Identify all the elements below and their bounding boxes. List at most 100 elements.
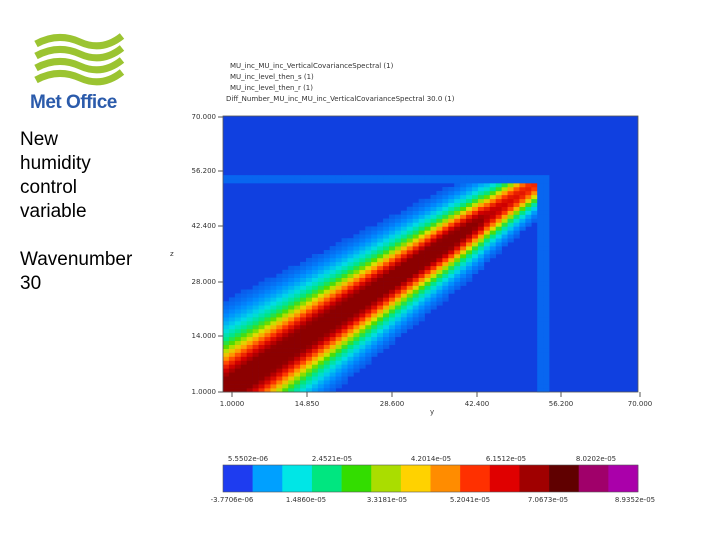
heatmap-cell xyxy=(329,348,336,353)
side-line: New xyxy=(20,129,59,150)
heatmap-cell xyxy=(288,336,295,342)
heatmap-cell xyxy=(448,194,455,200)
heatmap-cell xyxy=(543,246,550,251)
x-tick-label: 1.0000 xyxy=(220,400,245,408)
heatmap-cell xyxy=(436,194,443,200)
heatmap-cell xyxy=(341,376,348,381)
heatmap-cell xyxy=(282,380,289,385)
heatmap-cell xyxy=(300,273,307,278)
heatmap-cell xyxy=(258,348,265,353)
heatmap-cell xyxy=(394,238,402,243)
heatmap-cell xyxy=(270,364,277,369)
heatmap-cell xyxy=(483,214,491,219)
heatmap-cell xyxy=(537,281,544,286)
heatmap-cell xyxy=(543,317,550,322)
heatmap-cell xyxy=(306,289,313,294)
heatmap-cell xyxy=(418,202,425,207)
heatmap-cell xyxy=(377,265,384,271)
heatmap-cell xyxy=(406,281,414,286)
heatmap-cell xyxy=(353,246,360,251)
heatmap-cell xyxy=(418,309,425,314)
heatmap-cell xyxy=(406,250,414,255)
heatmap-cell xyxy=(513,218,520,223)
heatmap-cell xyxy=(234,352,242,357)
heatmap-cell xyxy=(531,198,538,204)
heatmap-cell xyxy=(412,261,419,267)
heatmap-cell xyxy=(246,289,253,294)
heatmap-cell xyxy=(234,376,242,381)
heatmap-cell xyxy=(335,305,342,310)
heatmap-cell xyxy=(472,226,479,231)
heatmap-cell xyxy=(454,250,461,255)
heatmap-cell xyxy=(359,352,366,357)
heatmap-cell xyxy=(228,356,236,361)
heatmap-cell xyxy=(460,261,467,267)
heatmap-cell xyxy=(300,344,307,349)
heatmap-cell xyxy=(353,175,360,180)
heatmap-cell xyxy=(377,309,384,314)
heatmap-cell xyxy=(306,265,313,271)
heatmap-cell xyxy=(400,210,408,215)
heatmap-cell xyxy=(228,317,236,322)
heatmap-cell xyxy=(246,360,253,365)
heatmap-cell xyxy=(300,269,307,275)
heatmap-cell xyxy=(371,297,378,302)
heatmap-cell xyxy=(282,289,289,294)
heatmap-cell xyxy=(400,222,408,227)
heatmap-cell xyxy=(347,313,354,318)
heatmap-cell xyxy=(406,309,414,314)
heatmap-cell xyxy=(477,179,485,184)
heatmap-cell xyxy=(223,380,230,385)
heatmap-cell xyxy=(300,265,307,271)
heatmap-cell xyxy=(424,175,431,180)
heatmap-cell xyxy=(424,222,431,227)
heatmap-cell xyxy=(234,332,242,338)
heatmap-cell xyxy=(483,183,491,188)
heatmap-cell xyxy=(406,214,414,219)
heatmap-cell xyxy=(246,332,253,338)
heatmap-cell xyxy=(472,254,479,259)
heatmap-cell xyxy=(418,234,425,239)
heatmap-cell xyxy=(228,376,236,381)
heatmap-cell xyxy=(306,360,313,365)
heatmap-cell xyxy=(264,348,271,353)
heatmap-cell xyxy=(436,242,443,247)
heatmap-cell xyxy=(228,301,236,306)
heatmap-cell xyxy=(389,340,396,345)
heatmap-cell xyxy=(537,234,544,239)
heatmap-cell xyxy=(353,360,360,365)
colorbar-swatch xyxy=(341,465,372,492)
heatmap-cell xyxy=(335,340,342,345)
heatmap-cell xyxy=(543,226,550,231)
heatmap-cell xyxy=(223,344,230,349)
colorbar-lower-label: 1.4860e-05 xyxy=(286,496,326,504)
heatmap-cell xyxy=(329,336,336,342)
heatmap-cell xyxy=(466,242,473,247)
heatmap-cell xyxy=(371,309,378,314)
heatmap-cell xyxy=(317,348,325,353)
heatmap-cell xyxy=(507,222,514,227)
heatmap-cell xyxy=(240,305,248,310)
heatmap-cell xyxy=(371,317,378,322)
heatmap-cell xyxy=(489,226,497,231)
heatmap-cell xyxy=(442,206,449,211)
heatmap-cell xyxy=(436,230,443,235)
heatmap-cell xyxy=(477,194,485,200)
heatmap-cell xyxy=(377,277,384,282)
heatmap-cell xyxy=(264,285,271,290)
heatmap-cell xyxy=(276,352,283,357)
heatmap-cell xyxy=(365,321,372,326)
heatmap-cell xyxy=(311,360,319,365)
heatmap-cell xyxy=(365,246,372,251)
heatmap-cell xyxy=(234,309,242,314)
heatmap-cell xyxy=(436,250,443,255)
heatmap-cell xyxy=(394,321,402,326)
heatmap-cell xyxy=(430,230,437,235)
heatmap-cell xyxy=(347,364,354,369)
heatmap-cell xyxy=(383,305,390,310)
heatmap-cell xyxy=(264,344,271,349)
heatmap-cell xyxy=(525,179,532,184)
heatmap-cell xyxy=(371,254,378,259)
heatmap-cell xyxy=(436,190,443,196)
heatmap-cell xyxy=(359,364,366,369)
